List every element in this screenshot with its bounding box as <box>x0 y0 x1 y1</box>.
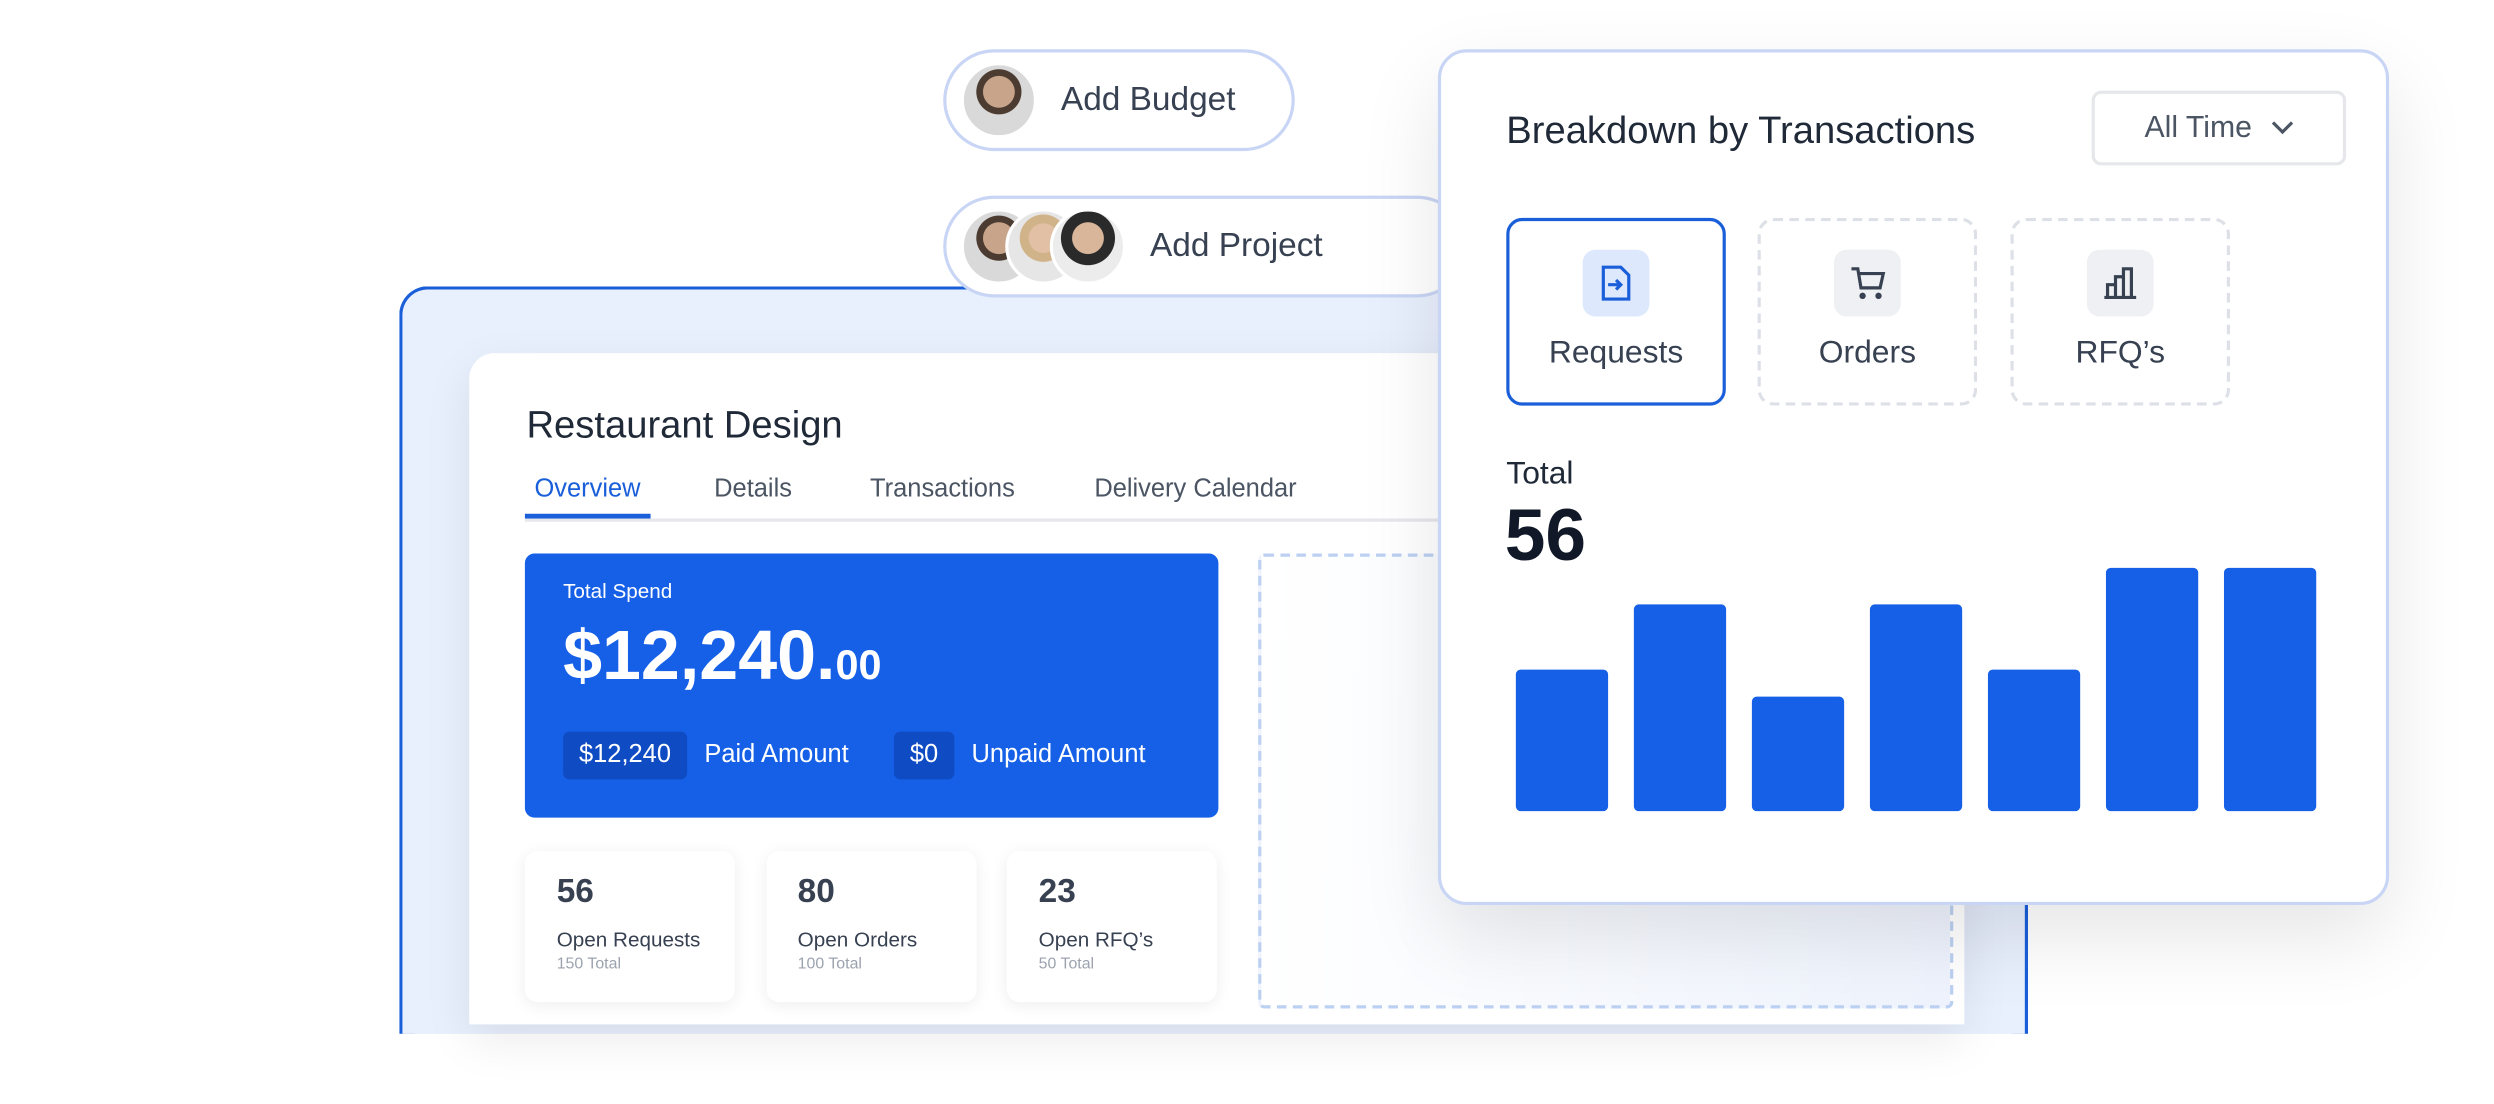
stat-label: Open RFQ’s <box>1038 927 1154 952</box>
bar <box>1515 669 1609 812</box>
stat-sub: 150 Total <box>556 955 621 974</box>
spend-amount: $12,240.00 <box>563 617 881 697</box>
stat-sub: 100 Total <box>797 955 862 974</box>
add-budget[interactable]: Add Budget <box>943 49 1295 152</box>
type-tab[interactable]: RFQ’s <box>2010 217 2231 406</box>
amount: $12,240. <box>563 617 836 696</box>
bar <box>1751 696 1845 812</box>
icon-svg <box>1601 265 1631 301</box>
total-value: 56 <box>1504 493 1587 576</box>
stat-value: 23 <box>1038 873 1076 910</box>
filter[interactable]: All Time <box>2091 90 2347 166</box>
tab[interactable]: Transactions <box>870 475 1015 503</box>
icon <box>2086 249 2154 317</box>
bar <box>1633 604 1727 812</box>
paid-value: $12,240 <box>563 731 687 780</box>
type-label: Requests <box>1548 335 1684 371</box>
stat-label: Open Requests <box>556 927 701 952</box>
tab[interactable]: Overview <box>524 476 651 519</box>
unpaid-value: $0 <box>893 731 955 780</box>
spend-label: Total Spend <box>563 578 673 603</box>
stat-sub: 50 Total <box>1038 955 1095 974</box>
filter-label: All Time <box>2144 110 2252 144</box>
tabs: Overview Details Transactions Delivery C… <box>524 471 1480 522</box>
breakdown-card: Breakdown by Transactions All Time Reque… <box>1437 49 2390 906</box>
stat-card: 23 Open RFQ’s 50 Total <box>1006 850 1217 1003</box>
avatar <box>1049 208 1127 285</box>
unpaid-label: Unpaid Amount <box>971 741 1146 769</box>
stat-value: 56 <box>556 873 594 910</box>
chip-label: Add Project <box>1150 227 1323 265</box>
type-label: RFQ’s <box>2075 335 2166 371</box>
icon-svg <box>2104 267 2137 300</box>
bar <box>1869 604 1963 812</box>
type-tab[interactable]: Orders <box>1757 217 1978 406</box>
project-title: Restaurant Design <box>526 404 843 447</box>
bar <box>2223 567 2317 812</box>
cents: 00 <box>835 641 882 689</box>
chevron <box>2271 121 2293 135</box>
bar <box>2105 567 2199 812</box>
stat-card: 56 Open Requests 150 Total <box>524 850 735 1003</box>
tab[interactable]: Delivery Calendar <box>1094 475 1297 503</box>
avatar <box>960 62 1038 139</box>
total-label: Total <box>1506 456 1574 492</box>
stat-value: 80 <box>797 873 835 910</box>
icon-svg <box>1851 267 1886 300</box>
add-project[interactable]: Add Project <box>943 195 1469 298</box>
spend-card: Total Spend $12,240.00 $12,240 Paid Amou… <box>524 553 1219 818</box>
tab[interactable]: Details <box>714 475 792 503</box>
paid-label: Paid Amount <box>704 741 849 769</box>
paid: $12,240 Paid Amount <box>563 731 849 780</box>
stat-card: 80 Open Orders 100 Total <box>765 850 976 1003</box>
icon <box>1833 249 1901 317</box>
bar <box>1987 669 2081 812</box>
bar-chart <box>1515 567 2317 812</box>
chip-label: Add Budget <box>1060 81 1236 118</box>
type-label: Orders <box>1818 335 1916 371</box>
breakdown-title: Breakdown by Transactions <box>1506 109 1976 153</box>
type-tab[interactable]: Requests <box>1506 217 1726 406</box>
stat-label: Open Orders <box>797 927 918 952</box>
unpaid: $0 Unpaid Amount <box>893 731 1146 780</box>
icon <box>1582 249 1650 317</box>
